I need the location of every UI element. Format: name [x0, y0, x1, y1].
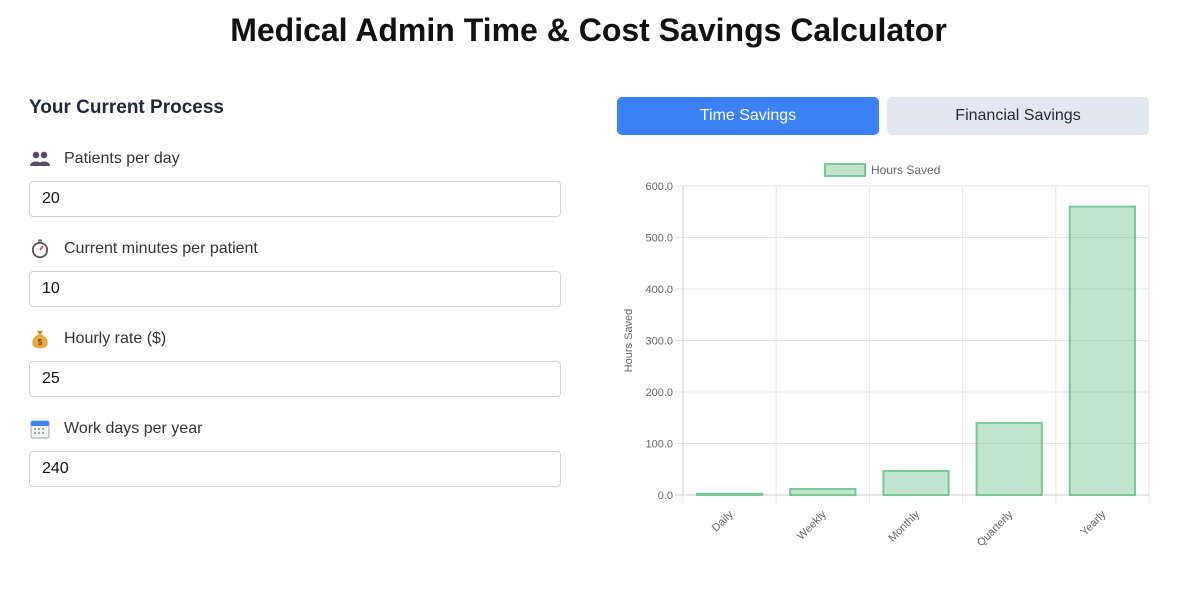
field-label-patients: Patients per day	[29, 147, 561, 171]
field-label-text: Current minutes per patient	[64, 240, 258, 257]
chart-x-axis: Daily Weekly Monthly Quarterly Yearly	[710, 508, 1109, 549]
bar-quarterly	[975, 421, 1043, 496]
y-axis-title: Hours Saved	[623, 309, 635, 373]
savings-tabs: Time Savings Financial Savings	[617, 97, 1149, 135]
y-tick-label: 100.0	[645, 439, 673, 451]
money-bag-icon: $	[29, 328, 51, 350]
y-tick-label: 300.0	[645, 336, 673, 348]
y-tick-label: 400.0	[645, 284, 673, 296]
legend-swatch	[824, 163, 866, 177]
bar-monthly	[882, 469, 950, 496]
section-title: Your Current Process	[29, 97, 224, 118]
tab-financial-savings[interactable]: Financial Savings	[887, 97, 1149, 135]
work-days-per-year-input[interactable]	[29, 451, 561, 487]
chart-bars	[695, 205, 1137, 496]
y-tick-label: 500.0	[645, 233, 673, 245]
bar-weekly	[789, 487, 857, 496]
x-tick-label: Daily	[710, 508, 736, 534]
minutes-per-patient-input[interactable]	[29, 271, 561, 307]
y-tick-label: 600.0	[645, 181, 673, 193]
stopwatch-icon	[29, 238, 51, 260]
legend-label: Hours Saved	[871, 163, 940, 177]
two-people-icon	[29, 148, 51, 170]
tab-time-savings[interactable]: Time Savings	[617, 97, 879, 135]
page-title: Medical Admin Time & Cost Savings Calcul…	[230, 12, 947, 48]
chart-legend[interactable]: Hours Saved	[824, 163, 940, 177]
field-label-minutes: Current minutes per patient	[29, 237, 561, 261]
field-label-text: Hourly rate ($)	[64, 330, 167, 347]
x-tick-label: Yearly	[1079, 508, 1109, 538]
hours-saved-chart: 0.0 100.0 200.0 300.0 400.0 500.0 600.0 Daily W…	[617, 155, 1162, 575]
chart-y-axis: 0.0 100.0 200.0 300.0 400.0 500.0 600.0	[645, 181, 673, 502]
x-tick-label: Quarterly	[975, 508, 1016, 549]
field-label-text: Patients per day	[64, 150, 180, 167]
svg-text:$: $	[38, 338, 43, 347]
y-tick-label: 200.0	[645, 387, 673, 399]
hourly-rate-input[interactable]	[29, 361, 561, 397]
calendar-icon	[29, 418, 51, 440]
chart-svg: 0.0 100.0 200.0 300.0 400.0 500.0 600.0 Daily W…	[623, 163, 1150, 549]
x-tick-label: Monthly	[886, 508, 922, 544]
field-label-hourly-rate: $ Hourly rate ($)	[29, 327, 561, 351]
bar-daily	[695, 492, 764, 496]
y-tick-label: 0.0	[658, 490, 673, 502]
field-label-text: Work days per year	[64, 420, 203, 437]
x-tick-label: Weekly	[795, 508, 829, 542]
current-process-panel: Your Current Process Patients per day Cu…	[29, 97, 561, 487]
field-label-work-days: Work days per year	[29, 417, 561, 441]
patients-per-day-input[interactable]	[29, 181, 561, 217]
bar-yearly	[1068, 205, 1137, 496]
